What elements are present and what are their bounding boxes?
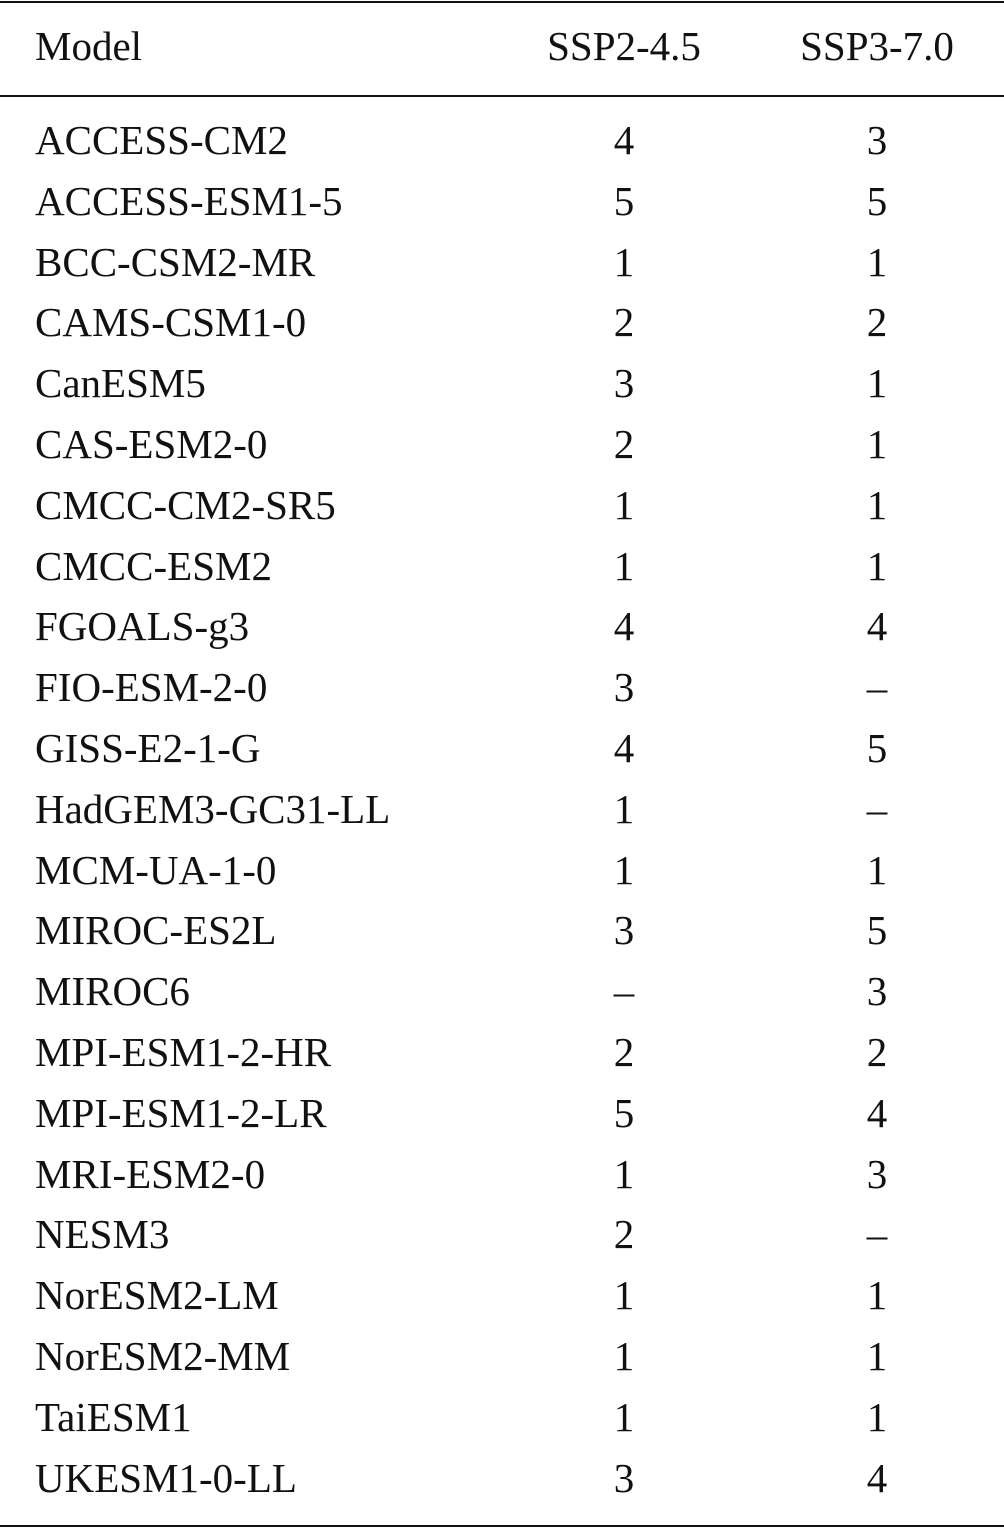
header-rule	[0, 95, 1004, 97]
ssp370-cell: 3	[866, 968, 888, 1015]
ssp245-cell: 3	[613, 1454, 635, 1501]
table-row: MPI-ESM1-2-HR 2 2	[0, 1022, 1004, 1083]
ssp370-cell: 1	[866, 1333, 888, 1379]
model-cell: ACCESS-ESM1-5	[35, 177, 343, 224]
ssp245-cell: 1	[613, 238, 635, 285]
ssp245-cell: 3	[613, 360, 635, 407]
table-row: CMCC-CM2-SR5 1 1	[0, 475, 1004, 536]
model-cell: HadGEM3-GC31-LL	[35, 785, 391, 832]
ssp245-cell: 5	[613, 1089, 635, 1136]
ssp370-cell: 5	[866, 177, 888, 224]
ssp370-cell: 1	[866, 238, 888, 285]
ssp245-cell: –	[613, 968, 635, 1015]
model-cell: CMCC-ESM2	[35, 542, 272, 589]
model-cell: MCM-UA-1-0	[35, 846, 277, 893]
bottom-rule	[0, 1525, 1004, 1527]
ssp370-cell: –	[866, 1211, 888, 1258]
ssp370-cell: 1	[866, 421, 888, 467]
table-row: NorESM2-MM 1 1	[0, 1326, 1004, 1387]
table-row: TaiESM1 1 1	[0, 1387, 1004, 1448]
model-cell: TaiESM1	[35, 1393, 192, 1440]
table-row: CanESM5 3 1	[0, 353, 1004, 414]
ssp370-cell: 3	[866, 117, 888, 163]
ssp370-cell: –	[866, 664, 888, 711]
ssp245-cell: 1	[613, 1333, 635, 1379]
model-cell: ACCESS-CM2	[35, 117, 288, 163]
ssp370-cell: –	[866, 785, 888, 832]
ssp370-cell: 1	[866, 1393, 888, 1440]
model-cell: NorESM2-MM	[35, 1333, 291, 1379]
table-row: FGOALS-g3 4 4	[0, 596, 1004, 657]
model-cell: BCC-CSM2-MR	[35, 238, 316, 285]
ssp370-cell: 5	[866, 725, 888, 771]
ssp370-cell: 1	[866, 360, 888, 407]
model-cell: CAS-ESM2-0	[35, 421, 268, 467]
top-rule	[0, 1, 1004, 3]
ssp245-cell: 2	[613, 1029, 635, 1075]
ssp245-cell: 1	[613, 1272, 635, 1319]
ssp245-cell: 5	[613, 177, 635, 224]
model-cell: MPI-ESM1-2-HR	[35, 1029, 332, 1075]
ssp370-cell: 1	[866, 1272, 888, 1319]
ssp245-cell: 4	[613, 117, 635, 163]
ssp370-cell: 4	[866, 603, 888, 650]
ssp245-cell: 1	[613, 785, 635, 832]
ssp370-cell: 1	[866, 481, 888, 528]
table-row: HadGEM3-GC31-LL 1 –	[0, 779, 1004, 840]
ssp370-cell: 4	[866, 1454, 888, 1501]
table-row: ACCESS-CM2 4 3	[0, 110, 1004, 171]
header-ssp245: SSP2-4.5	[547, 23, 701, 69]
ssp245-cell: 4	[613, 725, 635, 771]
ssp370-cell: 5	[866, 907, 888, 954]
ssp370-cell: 2	[866, 299, 888, 346]
model-cell: CMCC-CM2-SR5	[35, 481, 336, 528]
ssp370-cell: 4	[866, 1089, 888, 1136]
ssp245-cell: 1	[613, 481, 635, 528]
ssp245-cell: 1	[613, 542, 635, 589]
model-cell: MIROC-ES2L	[35, 907, 277, 954]
model-cell: FGOALS-g3	[35, 603, 250, 650]
table-row: MCM-UA-1-0 1 1	[0, 840, 1004, 901]
model-cell: CanESM5	[35, 360, 206, 407]
ssp245-cell: 2	[613, 421, 635, 467]
model-cell: GISS-E2-1-G	[35, 725, 261, 771]
ssp245-cell: 1	[613, 1150, 635, 1197]
model-cell: FIO-ESM-2-0	[35, 664, 268, 711]
table-row: CAS-ESM2-0 2 1	[0, 414, 1004, 475]
table-row: MRI-ESM2-0 1 3	[0, 1144, 1004, 1205]
header-model: Model	[35, 23, 143, 69]
table-row: GISS-E2-1-G 4 5	[0, 718, 1004, 779]
table-row: FIO-ESM-2-0 3 –	[0, 657, 1004, 718]
model-cell: CAMS-CSM1-0	[35, 299, 307, 346]
ssp245-cell: 3	[613, 907, 635, 954]
ssp245-cell: 3	[613, 664, 635, 711]
model-cell: MIROC6	[35, 968, 190, 1015]
table-header: Model SSP2-4.5 SSP3-7.0	[0, 16, 1004, 77]
ssp370-cell: 3	[866, 1150, 888, 1197]
ssp370-cell: 1	[866, 846, 888, 893]
table-row: NorESM2-LM 1 1	[0, 1265, 1004, 1326]
ssp245-cell: 2	[613, 299, 635, 346]
model-cell: MRI-ESM2-0	[35, 1150, 266, 1197]
model-cell: NorESM2-LM	[35, 1272, 279, 1319]
table-row: UKESM1-0-LL 3 4	[0, 1448, 1004, 1509]
ssp245-cell: 1	[613, 1393, 635, 1440]
table-row: BCC-CSM2-MR 1 1	[0, 232, 1004, 293]
table-row: CMCC-ESM2 1 1	[0, 536, 1004, 597]
table-row: MIROC-ES2L 3 5	[0, 900, 1004, 961]
table-row: MIROC6 – 3	[0, 961, 1004, 1022]
ssp370-cell: 2	[866, 1029, 888, 1075]
model-cell: UKESM1-0-LL	[35, 1454, 297, 1501]
ssp245-cell: 1	[613, 846, 635, 893]
ssp370-cell: 1	[866, 542, 888, 589]
ssp245-cell: 2	[613, 1211, 635, 1258]
table-row: MPI-ESM1-2-LR 5 4	[0, 1083, 1004, 1144]
table-row: NESM3 2 –	[0, 1204, 1004, 1265]
table-row: ACCESS-ESM1-5 5 5	[0, 171, 1004, 232]
header-ssp370: SSP3-7.0	[800, 23, 954, 69]
table-row: CAMS-CSM1-0 2 2	[0, 292, 1004, 353]
ssp245-cell: 4	[613, 603, 635, 650]
model-cell: MPI-ESM1-2-LR	[35, 1089, 327, 1136]
model-cell: NESM3	[35, 1211, 170, 1258]
